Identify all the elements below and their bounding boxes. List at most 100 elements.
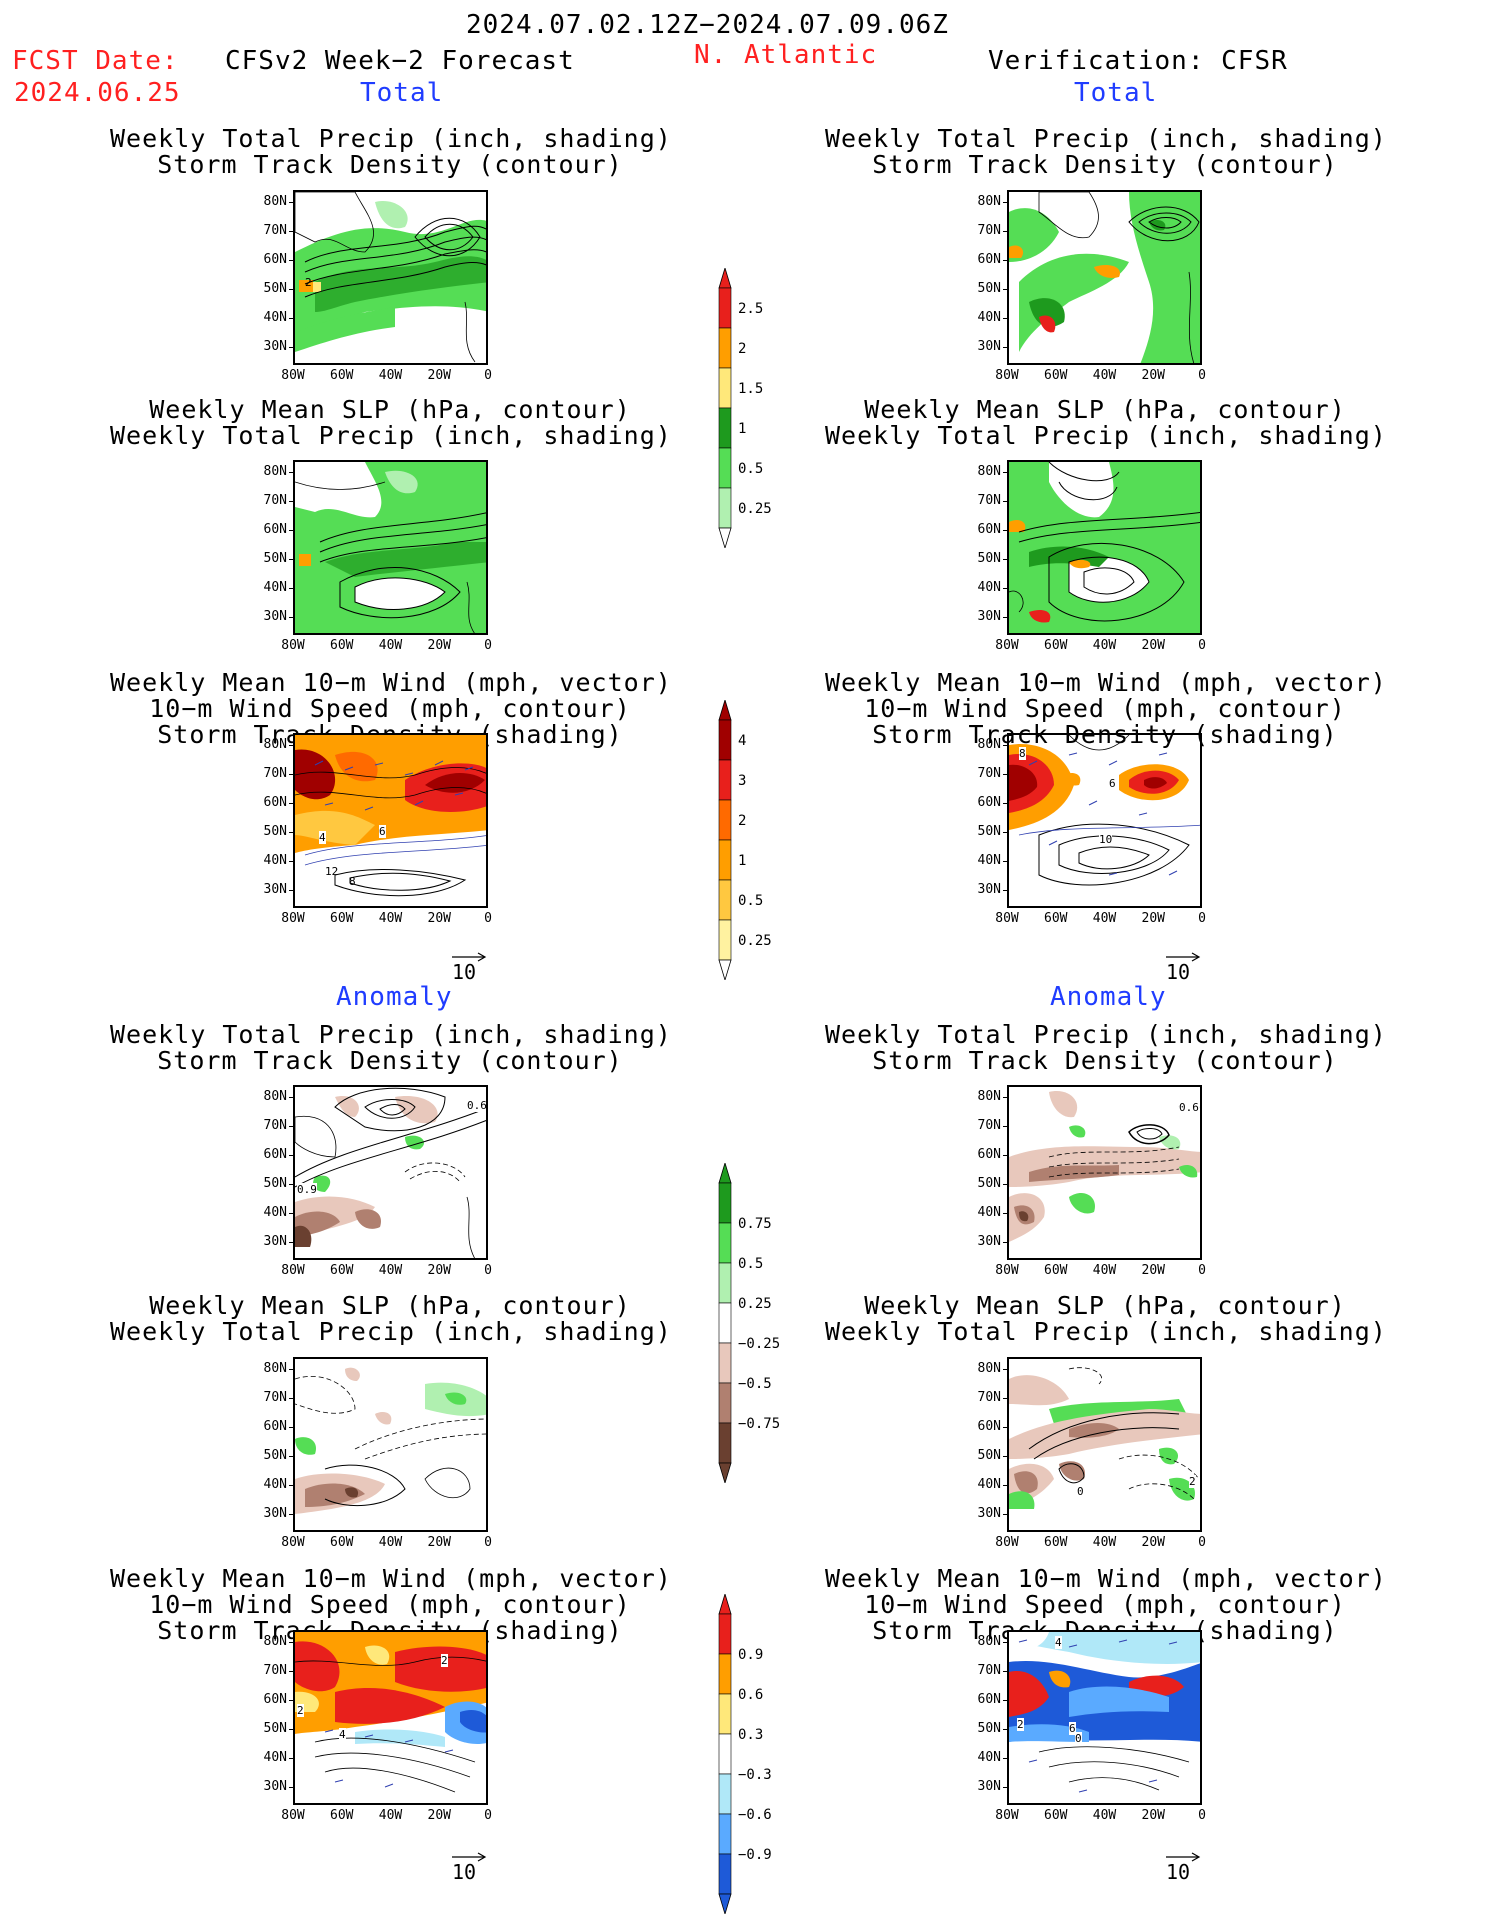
f-anom-precip-title: Weekly Total Precip (inch, shading) Stor… bbox=[110, 1022, 671, 1074]
latitude-tick bbox=[289, 890, 294, 891]
colorbar-label: 1 bbox=[738, 853, 747, 869]
latitude-tick bbox=[289, 289, 294, 290]
longitude-tick-label: 40W bbox=[378, 368, 403, 383]
contour-label: 6 bbox=[1109, 777, 1116, 790]
latitude-tick-label: 60N bbox=[263, 1147, 287, 1162]
title-line: Weekly Mean SLP (hPa, contour) bbox=[864, 1291, 1346, 1320]
vector-reference-value: 10 bbox=[452, 960, 477, 984]
latitude-tick bbox=[1003, 289, 1008, 290]
storm-anomaly-shading bbox=[295, 1632, 486, 1793]
latitude-tick-label: 60N bbox=[263, 1419, 287, 1434]
precip-shading bbox=[295, 192, 486, 363]
latitude-tick-label: 50N bbox=[263, 1448, 287, 1463]
longitude-tick-label: 40W bbox=[1092, 368, 1117, 383]
latitude-tick bbox=[289, 1369, 294, 1370]
latitude-tick bbox=[1003, 1456, 1008, 1457]
latitude-tick bbox=[1003, 1097, 1008, 1098]
colorbar-label: 3 bbox=[738, 773, 747, 789]
title-line: Weekly Total Precip (inch, shading) bbox=[110, 421, 672, 450]
latitude-tick bbox=[1003, 347, 1008, 348]
latitude-tick-label: 40N bbox=[263, 310, 287, 325]
latitude-tick bbox=[1003, 1184, 1008, 1185]
storm-density-shading bbox=[1009, 735, 1200, 886]
colorbar-label: 0.75 bbox=[738, 1216, 772, 1232]
storm-anomaly-shading bbox=[1009, 1632, 1200, 1793]
colorbar-label: 2.5 bbox=[738, 301, 764, 317]
latitude-tick-label: 30N bbox=[263, 1506, 287, 1521]
title-line: Weekly Total Precip (inch, shading) bbox=[825, 1020, 1387, 1049]
latitude-tick-label: 50N bbox=[263, 281, 287, 296]
longitude-tick-label: 60W bbox=[330, 911, 354, 926]
left-column-title: CFSv2 Week−2 Forecast bbox=[225, 46, 575, 76]
colorbar-segment bbox=[718, 1422, 732, 1464]
v-anom-slp-title: Weekly Mean SLP (hPa, contour) Weekly To… bbox=[825, 1291, 1386, 1345]
latitude-tick-label: 30N bbox=[263, 1234, 287, 1249]
arrow-right-icon bbox=[1166, 1852, 1201, 1862]
latitude-tick bbox=[1003, 890, 1008, 891]
latitude-tick-label: 30N bbox=[977, 1506, 1001, 1521]
contour-label: 8 bbox=[349, 875, 356, 888]
f-total-slp-map bbox=[293, 460, 488, 635]
latitude-tick-label: 50N bbox=[263, 1176, 287, 1191]
longitude-tick-label: 40W bbox=[1092, 1263, 1117, 1278]
colorbar-label: 0.5 bbox=[738, 461, 764, 477]
contour-label: 6 bbox=[379, 825, 386, 838]
colorbar-segment bbox=[718, 1653, 732, 1695]
v-anom-wind-map: 6 0 2 4 bbox=[1007, 1630, 1202, 1805]
latitude-tick-label: 60N bbox=[977, 795, 1001, 810]
latitude-tick-label: 40N bbox=[977, 1205, 1001, 1220]
colorbar-segment bbox=[718, 447, 732, 489]
latitude-tick bbox=[289, 774, 294, 775]
longitude-tick-label: 20W bbox=[1141, 638, 1165, 653]
latitude-tick-label: 50N bbox=[977, 281, 1001, 296]
colorbar-label: 0.25 bbox=[738, 933, 772, 949]
latitude-tick-label: 40N bbox=[263, 1205, 287, 1220]
latitude-tick bbox=[289, 861, 294, 862]
title-line: Weekly Total Precip (inch, shading) bbox=[825, 124, 1387, 153]
colorbar-segment bbox=[718, 287, 732, 329]
latitude-tick-label: 60N bbox=[263, 522, 287, 537]
latitude-tick-label: 40N bbox=[977, 853, 1001, 868]
latitude-tick-label: 80N bbox=[977, 1634, 1001, 1649]
latitude-tick bbox=[1003, 1700, 1008, 1701]
f-total-precip-map: 2 bbox=[293, 190, 488, 365]
region-label: N. Atlantic bbox=[694, 40, 878, 70]
latitude-tick-label: 70N bbox=[263, 766, 287, 781]
longitude-tick-label: 0 bbox=[1198, 1808, 1206, 1823]
latitude-tick-label: 50N bbox=[263, 1721, 287, 1736]
colorbar-label: 1 bbox=[738, 421, 747, 437]
colorbar-segment bbox=[718, 367, 732, 409]
longitude-tick-label: 80W bbox=[281, 1535, 305, 1550]
title-line: 10−m Wind Speed (mph, contour) bbox=[149, 1590, 631, 1619]
longitude-tick-label: 80W bbox=[281, 638, 305, 653]
latitude-tick bbox=[1003, 1242, 1008, 1243]
colorbar-label: 0.25 bbox=[738, 501, 772, 517]
latitude-tick-label: 50N bbox=[977, 1448, 1001, 1463]
longitude-tick-label: 20W bbox=[427, 368, 451, 383]
latitude-tick bbox=[1003, 1758, 1008, 1759]
title-line: Weekly Total Precip (inch, shading) bbox=[825, 421, 1387, 450]
latitude-tick bbox=[289, 1155, 294, 1156]
colorbar-segment bbox=[718, 799, 732, 841]
period-title: 2024.07.02.12Z−2024.07.09.06Z bbox=[466, 10, 949, 40]
longitude-tick-label: 20W bbox=[427, 638, 451, 653]
latitude-tick bbox=[289, 260, 294, 261]
latitude-tick bbox=[289, 1485, 294, 1486]
longitude-tick-label: 40W bbox=[378, 638, 403, 653]
latitude-tick bbox=[1003, 1427, 1008, 1428]
longitude-tick-label: 40W bbox=[1092, 911, 1117, 926]
longitude-tick-label: 60W bbox=[1044, 1263, 1068, 1278]
colorbar-top-cap bbox=[718, 700, 732, 721]
longitude-tick-label: 80W bbox=[995, 1263, 1019, 1278]
latitude-tick-label: 40N bbox=[263, 853, 287, 868]
precip-anomaly-shading bbox=[1009, 1091, 1200, 1242]
longitude-tick-label: 0 bbox=[484, 1808, 492, 1823]
latitude-tick-label: 80N bbox=[977, 1089, 1001, 1104]
latitude-tick-label: 40N bbox=[977, 1750, 1001, 1765]
colorbar-segment bbox=[718, 1693, 732, 1735]
latitude-tick-label: 30N bbox=[977, 1234, 1001, 1249]
title-line: Weekly Mean SLP (hPa, contour) bbox=[149, 395, 631, 424]
longitude-tick-label: 80W bbox=[995, 911, 1019, 926]
latitude-tick-label: 50N bbox=[977, 1721, 1001, 1736]
colorbar-segment bbox=[718, 719, 732, 761]
